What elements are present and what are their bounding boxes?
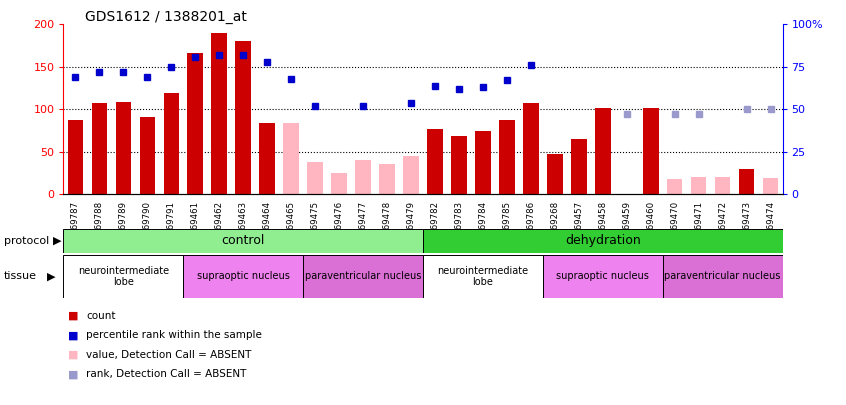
Text: ■: ■: [68, 369, 78, 379]
Text: tissue: tissue: [4, 271, 37, 281]
Bar: [184, 255, 303, 298]
Bar: [547, 154, 563, 194]
Bar: [475, 130, 491, 194]
Text: count: count: [86, 311, 116, 321]
Bar: [260, 123, 275, 194]
Text: paraventricular nucleus: paraventricular nucleus: [305, 271, 421, 281]
Bar: [543, 255, 662, 298]
Bar: [499, 120, 514, 194]
Bar: [212, 33, 227, 194]
Text: GDS1612 / 1388201_at: GDS1612 / 1388201_at: [85, 10, 246, 24]
Bar: [91, 103, 107, 194]
Text: dehydration: dehydration: [565, 234, 640, 247]
Bar: [763, 178, 778, 194]
Text: rank, Detection Call = ABSENT: rank, Detection Call = ABSENT: [86, 369, 247, 379]
Bar: [307, 162, 323, 194]
Text: control: control: [222, 234, 265, 247]
Bar: [404, 156, 419, 194]
Bar: [423, 229, 783, 253]
Bar: [63, 229, 423, 253]
Text: supraoptic nucleus: supraoptic nucleus: [557, 271, 649, 281]
Text: neurointermediate
lobe: neurointermediate lobe: [437, 266, 529, 287]
Bar: [163, 93, 179, 194]
Bar: [283, 123, 299, 194]
Bar: [355, 160, 371, 194]
Text: neurointermediate
lobe: neurointermediate lobe: [78, 266, 169, 287]
Bar: [595, 109, 611, 194]
Text: percentile rank within the sample: percentile rank within the sample: [86, 330, 262, 340]
Bar: [427, 129, 442, 194]
Bar: [691, 177, 706, 194]
Text: protocol: protocol: [4, 236, 49, 246]
Bar: [662, 255, 783, 298]
Text: ■: ■: [68, 311, 78, 321]
Bar: [643, 109, 658, 194]
Text: value, Detection Call = ABSENT: value, Detection Call = ABSENT: [86, 350, 251, 360]
Bar: [116, 102, 131, 194]
Text: ▶: ▶: [47, 271, 55, 281]
Text: paraventricular nucleus: paraventricular nucleus: [664, 271, 781, 281]
Bar: [303, 255, 423, 298]
Bar: [332, 173, 347, 194]
Bar: [571, 139, 586, 194]
Bar: [667, 179, 683, 194]
Bar: [739, 169, 755, 194]
Bar: [68, 119, 83, 194]
Bar: [188, 53, 203, 194]
Text: ■: ■: [68, 330, 78, 340]
Text: ■: ■: [68, 350, 78, 360]
Bar: [451, 136, 467, 194]
Bar: [379, 164, 395, 194]
Bar: [140, 117, 155, 194]
Bar: [423, 255, 543, 298]
Bar: [235, 41, 251, 194]
Bar: [63, 255, 184, 298]
Bar: [523, 103, 539, 194]
Text: supraoptic nucleus: supraoptic nucleus: [197, 271, 289, 281]
Text: ▶: ▶: [53, 236, 62, 246]
Bar: [715, 177, 730, 194]
